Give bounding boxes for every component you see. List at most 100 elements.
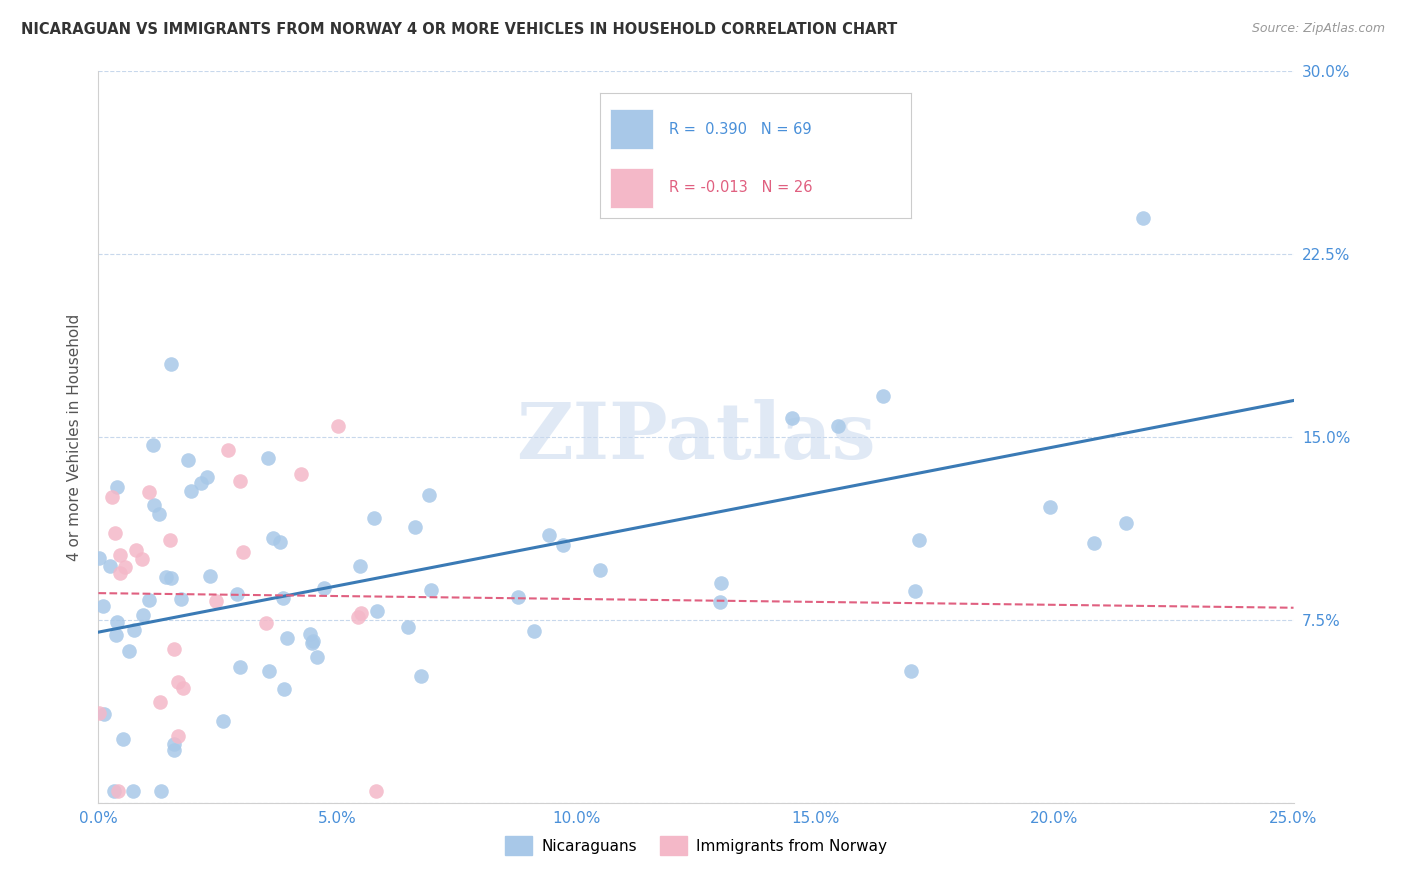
- Point: [121, 783, 143, 797]
- Point: [177, 453, 200, 467]
- Text: Source: ZipAtlas.com: Source: ZipAtlas.com: [1251, 22, 1385, 36]
- Point: [900, 664, 922, 678]
- Point: [349, 558, 371, 573]
- Point: [709, 595, 731, 609]
- Point: [167, 729, 190, 743]
- Point: [314, 581, 336, 595]
- Point: [1115, 516, 1137, 530]
- Point: [553, 538, 575, 552]
- Point: [101, 490, 124, 504]
- Point: [89, 706, 111, 720]
- Point: [190, 476, 212, 491]
- Point: [523, 624, 546, 638]
- Point: [232, 544, 254, 558]
- Point: [105, 480, 128, 494]
- Point: [363, 510, 385, 524]
- Point: [138, 484, 160, 499]
- Point: [162, 737, 184, 751]
- Point: [350, 606, 373, 620]
- Point: [118, 644, 141, 658]
- Point: [148, 695, 170, 709]
- Point: [93, 707, 115, 722]
- Point: [1083, 536, 1105, 550]
- Point: [256, 450, 278, 465]
- Point: [276, 631, 298, 645]
- Point: [108, 548, 131, 562]
- Point: [364, 783, 387, 797]
- Point: [302, 634, 325, 648]
- Point: [396, 620, 419, 634]
- Point: [98, 559, 121, 574]
- Point: [107, 783, 129, 797]
- Point: [269, 535, 291, 549]
- Point: [159, 357, 181, 371]
- Text: NICARAGUAN VS IMMIGRANTS FROM NORWAY 4 OR MORE VEHICLES IN HOUSEHOLD CORRELATION: NICARAGUAN VS IMMIGRANTS FROM NORWAY 4 O…: [21, 22, 897, 37]
- Point: [872, 389, 894, 403]
- Point: [160, 571, 183, 585]
- Point: [229, 474, 252, 488]
- Point: [347, 609, 370, 624]
- Point: [105, 627, 128, 641]
- Point: [257, 664, 280, 678]
- Point: [142, 437, 165, 451]
- Point: [138, 592, 160, 607]
- Point: [180, 483, 202, 498]
- Point: [163, 642, 186, 657]
- Point: [305, 650, 328, 665]
- Point: [290, 467, 312, 482]
- Point: [167, 675, 190, 690]
- Point: [104, 525, 127, 540]
- Point: [150, 783, 173, 797]
- Point: [172, 681, 194, 695]
- Y-axis label: 4 or more Vehicles in Household: 4 or more Vehicles in Household: [67, 313, 83, 561]
- Point: [411, 669, 433, 683]
- Point: [217, 442, 239, 457]
- Text: ZIPatlas: ZIPatlas: [516, 399, 876, 475]
- Point: [366, 604, 388, 618]
- Point: [211, 714, 233, 728]
- Point: [780, 411, 803, 425]
- Point: [195, 469, 218, 483]
- Point: [254, 616, 277, 631]
- Point: [108, 566, 131, 580]
- Point: [301, 636, 323, 650]
- Point: [418, 488, 440, 502]
- Point: [131, 552, 153, 566]
- Point: [155, 570, 177, 584]
- Point: [904, 584, 927, 599]
- Point: [537, 528, 560, 542]
- Point: [404, 520, 426, 534]
- Point: [273, 681, 295, 696]
- Point: [420, 582, 443, 597]
- Point: [91, 599, 114, 614]
- Point: [132, 607, 155, 622]
- Point: [169, 591, 191, 606]
- Legend: Nicaraguans, Immigrants from Norway: Nicaraguans, Immigrants from Norway: [498, 830, 894, 861]
- Point: [163, 742, 186, 756]
- Point: [125, 542, 148, 557]
- Point: [271, 591, 294, 605]
- Point: [143, 498, 166, 512]
- Point: [105, 615, 128, 629]
- Point: [114, 560, 136, 574]
- Point: [205, 593, 228, 607]
- Point: [200, 568, 222, 582]
- Point: [908, 533, 931, 547]
- Point: [827, 418, 849, 433]
- Point: [148, 508, 170, 522]
- Point: [103, 783, 125, 797]
- Point: [262, 531, 284, 545]
- Point: [124, 624, 146, 638]
- Point: [229, 660, 252, 674]
- Point: [226, 587, 249, 601]
- Point: [1039, 500, 1062, 514]
- Point: [710, 576, 733, 591]
- Point: [326, 418, 349, 433]
- Point: [111, 731, 134, 746]
- Point: [87, 550, 110, 565]
- Point: [506, 590, 529, 604]
- Point: [159, 533, 181, 547]
- Point: [589, 564, 612, 578]
- Point: [298, 627, 321, 641]
- Point: [1132, 211, 1154, 225]
